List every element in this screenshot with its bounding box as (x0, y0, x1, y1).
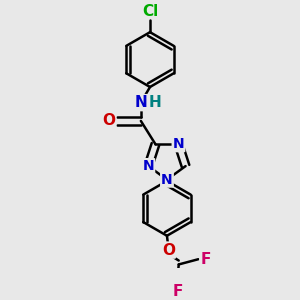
Text: N: N (142, 159, 154, 173)
Text: F: F (172, 284, 183, 299)
Text: Cl: Cl (142, 4, 158, 19)
Text: N: N (134, 95, 147, 110)
Text: O: O (102, 113, 115, 128)
Text: N: N (161, 172, 173, 187)
Text: H: H (149, 95, 162, 110)
Text: O: O (162, 243, 175, 258)
Text: F: F (200, 252, 211, 267)
Text: N: N (173, 137, 184, 151)
